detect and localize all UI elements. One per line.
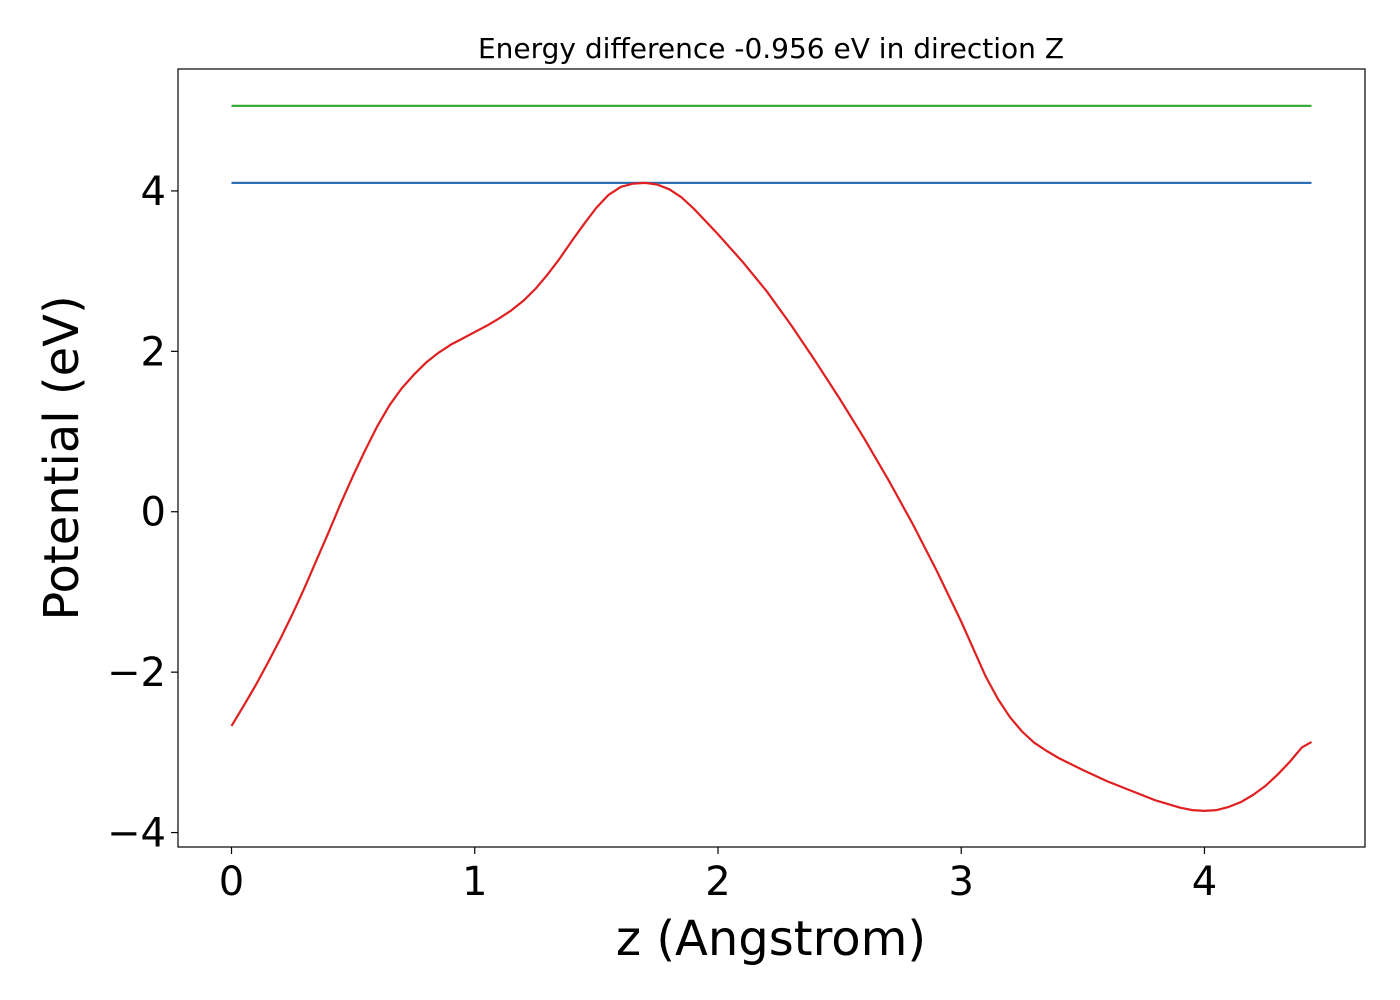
x-tick-label: 4 [1192, 859, 1217, 905]
x-axis-label: z (Angstrom) [616, 911, 926, 967]
series-layer [230, 104, 1313, 813]
y-tick-label: −2 [107, 650, 166, 696]
y-tick-label: 0 [141, 490, 166, 536]
x-tick-label: 0 [219, 859, 244, 905]
x-tick-label: 3 [948, 859, 973, 905]
x-tick-label: 1 [462, 859, 487, 905]
x-axis-ticks: 0 1 2 3 4 [219, 847, 1217, 905]
y-tick-label: −4 [107, 811, 166, 857]
y-tick-label: 4 [141, 169, 166, 215]
series-line-2 [230, 181, 1313, 813]
chart-title: Energy difference -0.956 eV in direction… [478, 32, 1064, 65]
plot-area-frame [177, 68, 1366, 848]
y-tick-label: 2 [141, 329, 166, 375]
y-axis-ticks: −4 −2 0 2 4 [107, 169, 178, 857]
y-axis-label: Potential (eV) [34, 295, 90, 620]
x-tick-label: 2 [705, 859, 730, 905]
